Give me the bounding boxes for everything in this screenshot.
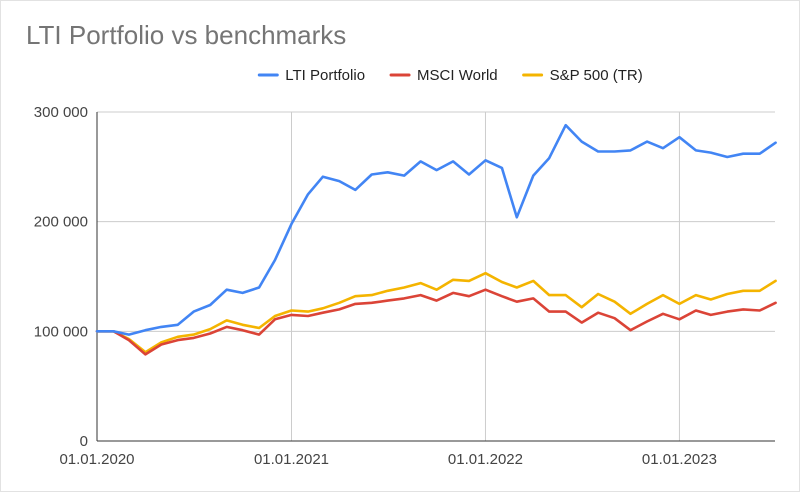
- tick-labels: 0 100 000 200 000 300 000 01.01.2020 01.01.20…: [34, 104, 717, 468]
- gridlines: [97, 111, 775, 441]
- series-line-lti-portfolio: [95, 123, 777, 336]
- legend-label-lti-portfolio: LTI Portfolio: [285, 67, 365, 84]
- legend: LTI Portfolio MSCI World S&P 500 (TR): [257, 67, 643, 84]
- x-tick-label: 01.01.2022: [448, 451, 523, 468]
- legend-label-msci-world: MSCI World: [417, 67, 498, 84]
- x-tick-label: 01.01.2023: [642, 451, 717, 468]
- chart-title: LTI Portfolio vs benchmarks: [26, 20, 347, 50]
- series-lines: [95, 123, 777, 356]
- y-tick-label: 300 000: [34, 104, 88, 121]
- x-tick-label: 01.01.2021: [254, 451, 329, 468]
- series-line-msci-world: [95, 288, 777, 356]
- x-tick-label: 01.01.2020: [59, 451, 134, 468]
- axes: [96, 112, 775, 442]
- legend-label-s-p-500-tr: S&P 500 (TR): [550, 67, 643, 84]
- y-tick-label: 100 000: [34, 323, 88, 340]
- series-line-s-p-500-tr: [95, 271, 777, 354]
- y-tick-label: 0: [80, 433, 88, 450]
- y-tick-label: 200 000: [34, 214, 88, 231]
